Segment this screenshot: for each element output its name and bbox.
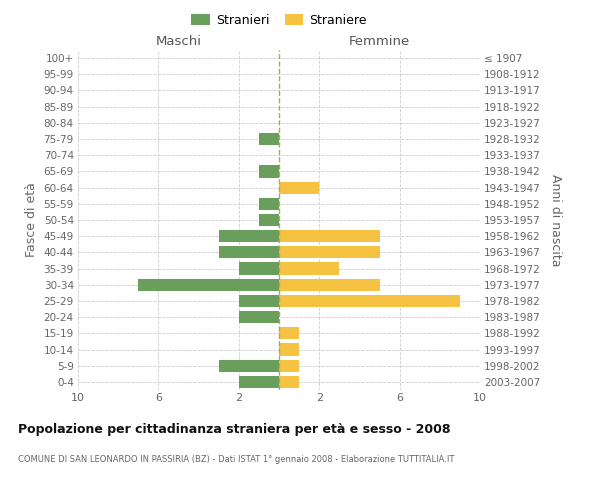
Bar xyxy=(259,166,279,177)
Bar xyxy=(259,198,279,210)
Text: Popolazione per cittadinanza straniera per età e sesso - 2008: Popolazione per cittadinanza straniera p… xyxy=(18,422,451,436)
Bar xyxy=(279,182,319,194)
Text: Femmine: Femmine xyxy=(349,34,410,48)
Bar xyxy=(218,246,279,258)
Y-axis label: Fasce di età: Fasce di età xyxy=(25,182,38,258)
Legend: Stranieri, Straniere: Stranieri, Straniere xyxy=(186,8,372,32)
Bar xyxy=(239,376,279,388)
Bar xyxy=(138,278,279,291)
Y-axis label: Anni di nascita: Anni di nascita xyxy=(549,174,562,266)
Bar xyxy=(279,278,380,291)
Bar xyxy=(279,328,299,340)
Bar xyxy=(279,344,299,355)
Bar xyxy=(239,262,279,274)
Bar xyxy=(239,295,279,307)
Bar xyxy=(279,246,380,258)
Bar xyxy=(279,376,299,388)
Bar xyxy=(279,262,340,274)
Bar xyxy=(279,295,460,307)
Bar xyxy=(239,311,279,323)
Bar xyxy=(218,360,279,372)
Bar xyxy=(279,230,380,242)
Bar xyxy=(218,230,279,242)
Bar xyxy=(259,133,279,145)
Text: Maschi: Maschi xyxy=(155,34,202,48)
Bar xyxy=(259,214,279,226)
Bar xyxy=(279,360,299,372)
Text: COMUNE DI SAN LEONARDO IN PASSIRIA (BZ) - Dati ISTAT 1° gennaio 2008 - Elaborazi: COMUNE DI SAN LEONARDO IN PASSIRIA (BZ) … xyxy=(18,455,454,464)
